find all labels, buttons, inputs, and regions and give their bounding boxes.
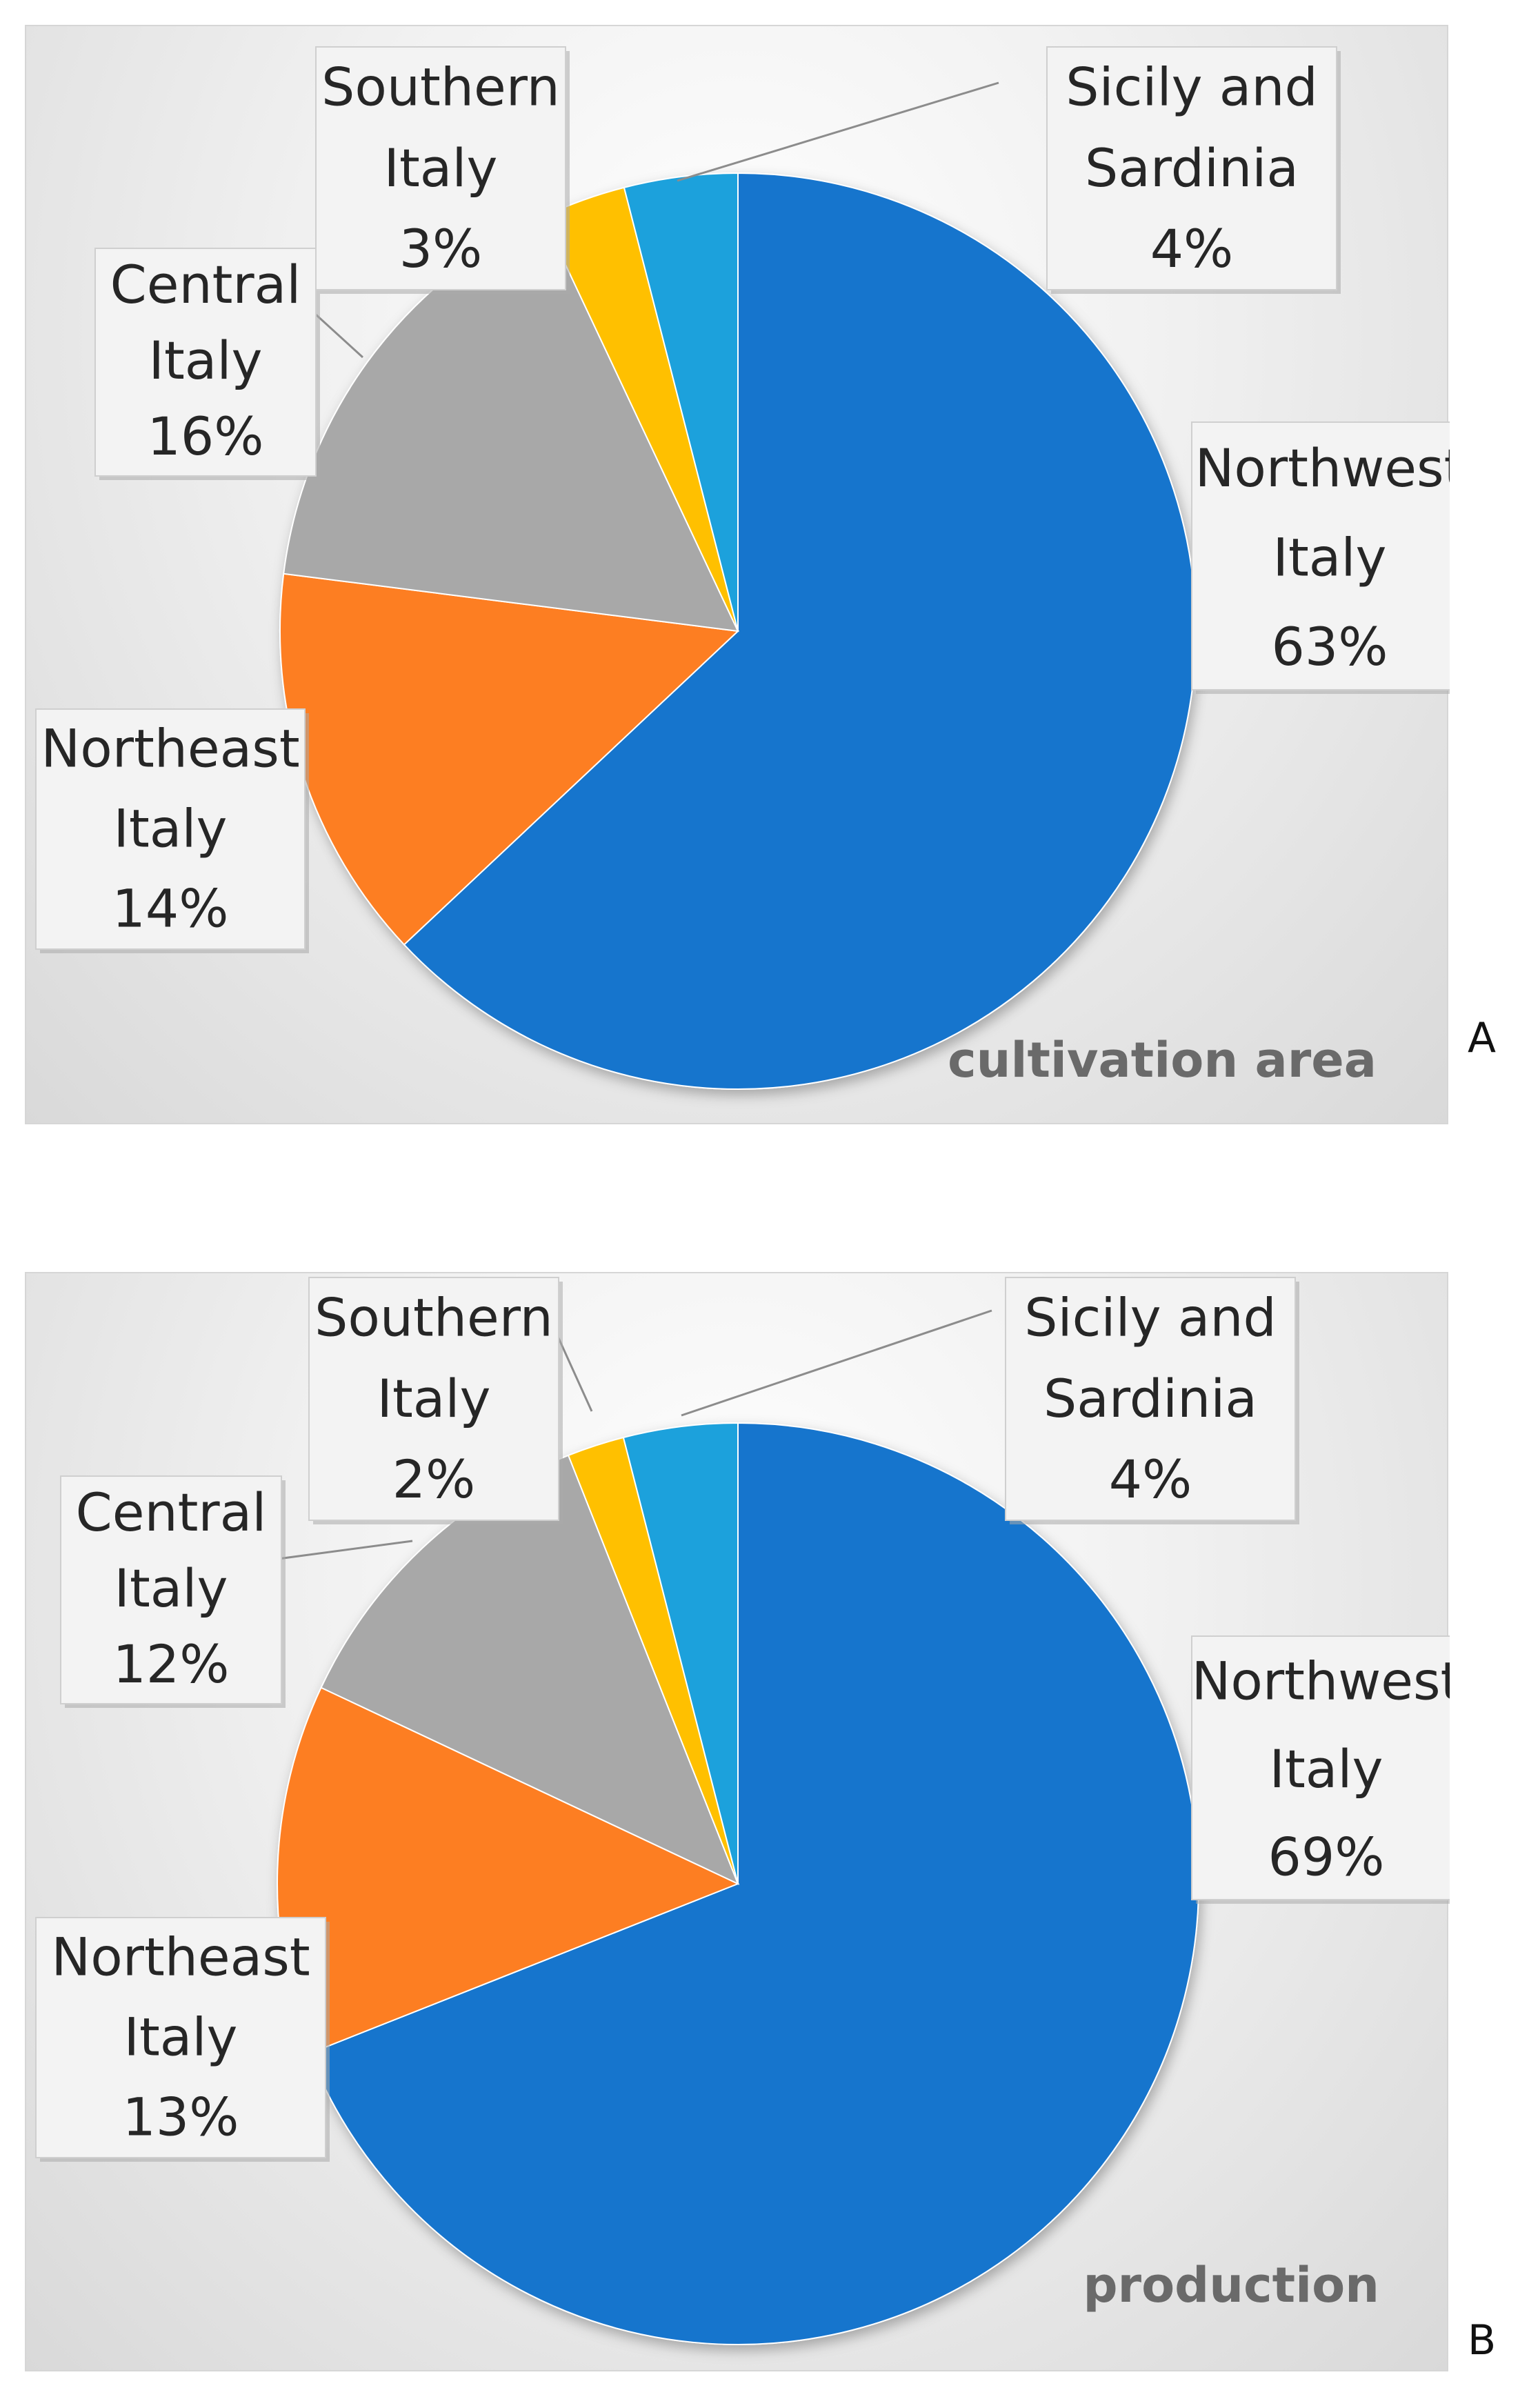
data-label-northeast-italy: Northeast Italy 14% [35,708,309,953]
panel-letter-a: A [1468,1014,1497,1062]
data-label-text-southern-italy-2: 2% [392,1449,476,1510]
data-label-northeast-italy: Northeast Italy 13% [35,1917,330,2162]
data-label-text-central-italy-2: 12% [113,1633,230,1695]
pie-slice-northwest-italy [403,172,1197,1090]
pie-slices-a [279,172,1197,1090]
data-label-text-southern-italy-0: Southern [314,1286,553,1348]
data-label-text-sicily-and-sardinia-2: 4% [1109,1449,1192,1510]
data-label-text-central-italy-0: Central [110,254,301,315]
data-label-text-northwest-italy-2: 63% [1272,616,1388,677]
pie-chart-a: Northwest Italy 63% Northeast Italy 14% Centra… [35,46,1450,1090]
data-label-sicily-and-sardinia: Sicily and Sardinia 4% [1046,46,1341,294]
chart-panel-a: Northwest Italy 63% Northeast Italy 14% Centra… [25,25,1450,1124]
data-label-text-southern-italy-2: 3% [399,218,483,279]
data-label-text-sicily-and-sardinia-1: Sardinia [1085,137,1299,199]
panel-letter-b: B [1468,2316,1497,2365]
data-label-text-northwest-italy-1: Italy [1273,526,1387,588]
data-label-northwest-italy: Northwest Italy 69% [1191,1635,1450,1904]
pie-slices-b [277,1422,1199,2345]
data-label-central-italy: Central Italy 16% [94,248,320,480]
data-label-text-central-italy-1: Italy [114,1558,228,1619]
pie-slice-sicily-and-sardinia [622,1422,739,1884]
data-label-text-northwest-italy-2: 69% [1268,1826,1385,1887]
data-label-text-northeast-italy-1: Italy [114,798,228,859]
data-label-text-northeast-italy-2: 13% [123,2087,239,2148]
data-label-text-northeast-italy-0: Northeast [41,718,299,779]
data-label-southern-italy: Southern Italy 3% [315,46,570,294]
data-label-text-central-italy-0: Central [76,1482,267,1543]
chart-panel-b: Northwest Italy 69% Northeast Italy 13% Centra… [25,1272,1450,2371]
data-label-text-northwest-italy-0: Northwest [1195,437,1450,499]
data-label-text-northeast-italy-1: Italy [124,2007,238,2068]
data-label-text-northwest-italy-1: Italy [1270,1738,1383,1800]
chart-title-a: cultivation area [948,1032,1377,1088]
data-label-text-central-italy-1: Italy [149,330,263,391]
data-label-text-northeast-italy-0: Northeast [51,1927,310,1988]
data-label-text-central-italy-2: 16% [148,406,264,467]
data-label-text-southern-italy-0: Southern [321,56,560,117]
pie-slice-northwest-italy [308,1422,1199,2345]
data-label-central-italy: Central Italy 12% [60,1475,286,1708]
data-label-text-northeast-italy-2: 14% [112,878,229,939]
data-label-sicily-and-sardinia: Sicily and Sardinia 4% [1005,1277,1299,1524]
leader-line-sicily-and-sardinia [681,1309,992,1417]
data-label-southern-italy: Southern Italy 2% [308,1277,563,1524]
data-label-text-sicily-and-sardinia-2: 4% [1150,218,1234,279]
pie-chart-b: Northwest Italy 69% Northeast Italy 13% Centra… [35,1277,1450,2345]
data-label-text-sicily-and-sardinia-0: Sicily and [1066,56,1318,117]
data-label-text-southern-italy-1: Italy [377,1368,491,1429]
chart-title-b: production [1083,2257,1379,2314]
pie-slice-sicily-and-sardinia [623,172,739,632]
data-label-northwest-italy: Northwest Italy 63% [1191,421,1450,694]
data-label-text-northwest-italy-0: Northwest [1192,1651,1450,1712]
data-label-text-sicily-and-sardinia-0: Sicily and [1024,1286,1277,1348]
leader-line-sicily-and-sardinia [677,81,999,182]
data-label-text-sicily-and-sardinia-1: Sardinia [1043,1368,1257,1429]
data-label-text-southern-italy-1: Italy [384,137,498,199]
